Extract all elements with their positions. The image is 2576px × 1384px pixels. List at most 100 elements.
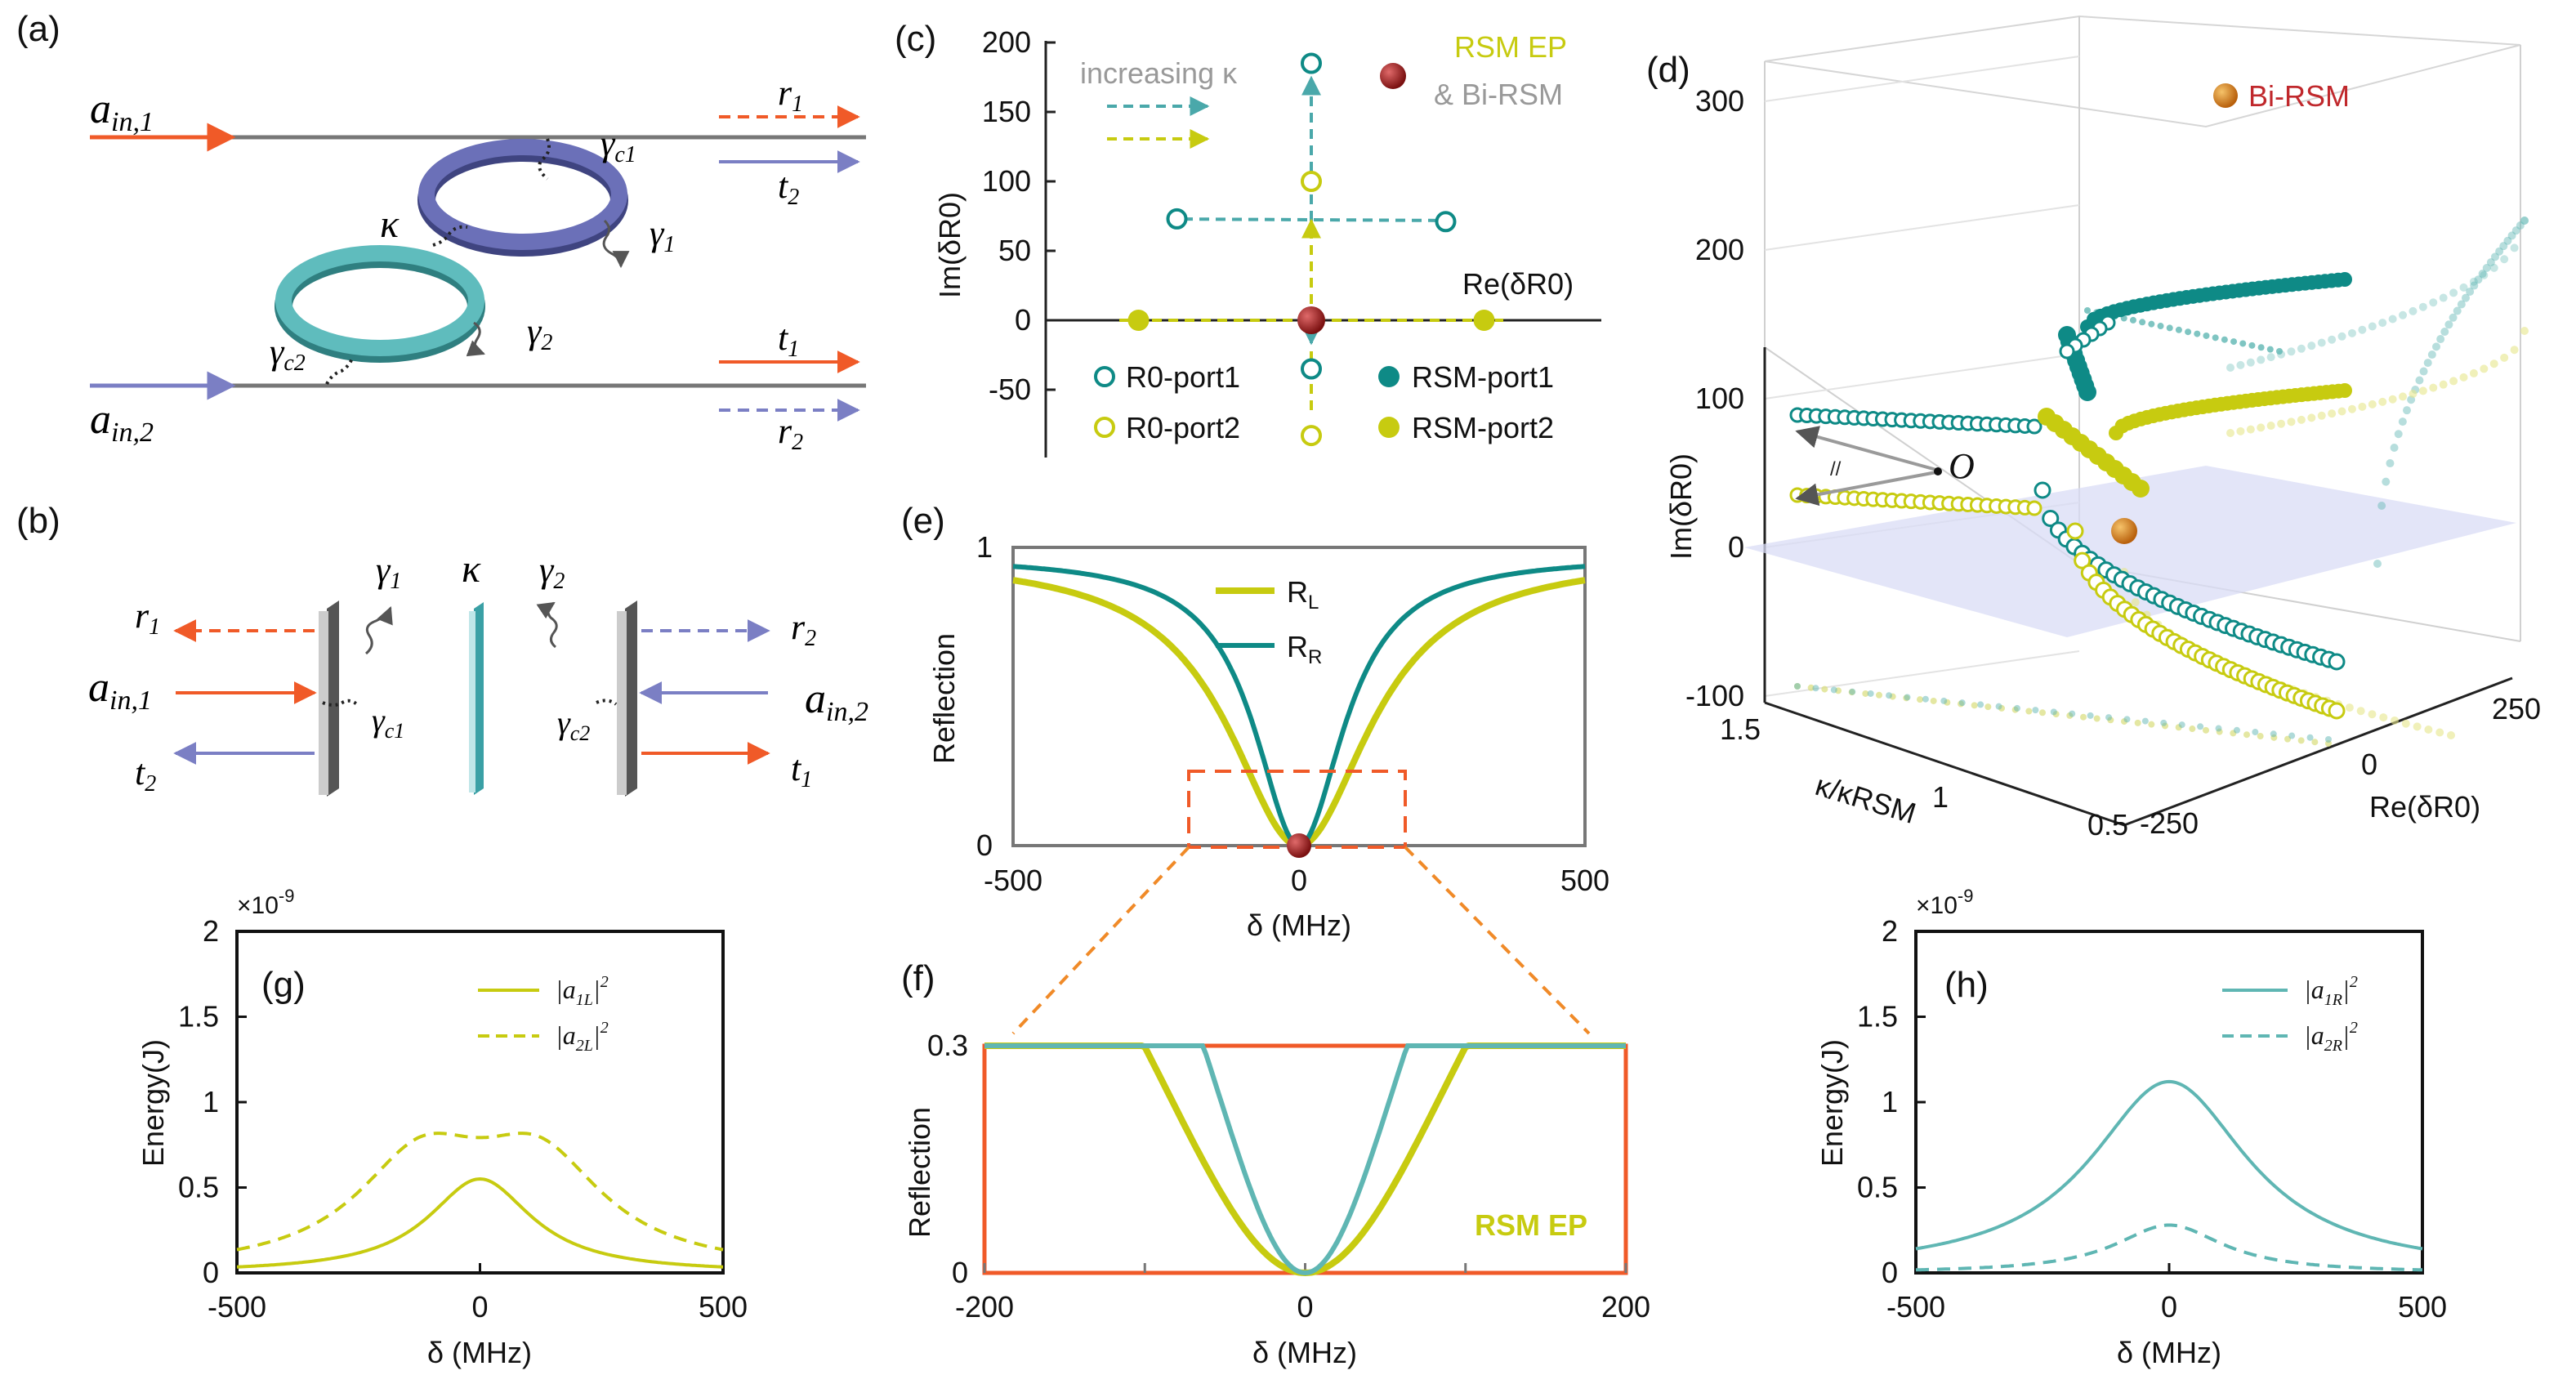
d-bg-teal2 (2246, 358, 2255, 367)
d-floor-teal (1922, 695, 1929, 703)
d-bg-yellow (2236, 426, 2245, 435)
b-loss-1 (364, 606, 393, 655)
d-r0p2-down (2328, 702, 2346, 720)
d-r0p2-down (2074, 551, 2092, 569)
d-floor-teal (2270, 730, 2277, 738)
b-label-gamma-c1: γc1 (372, 702, 404, 743)
b-label-a-in2: ain,2 (805, 676, 868, 727)
label-kappa: κ (380, 203, 400, 246)
d-bg-yellow2 (2435, 728, 2444, 737)
d-bg-teal2 (2418, 302, 2427, 311)
f-ytick-label: 0 (952, 1256, 968, 1289)
d-bg-teal (2427, 350, 2436, 359)
h-ytick-label: 1 (1882, 1085, 1898, 1118)
d-bg-yellow2 (2345, 703, 2354, 712)
g-legend-2-a: a (563, 1020, 576, 1050)
d-floor-teal (1830, 686, 1837, 694)
h-xlabel: δ (MHz) (2117, 1336, 2221, 1369)
c-ytick-label: 150 (982, 95, 1031, 128)
b-label-gamma-c2: γc2 (557, 704, 590, 745)
d-floor-yellow (2025, 708, 2033, 715)
d-bg-teal3 (2157, 323, 2164, 330)
d-floor-teal (1977, 701, 1984, 708)
panel-label-a: (a) (16, 9, 60, 49)
d-bg-teal2 (2297, 344, 2306, 353)
d-bg-yellow (2368, 400, 2377, 409)
d-bg-teal (2516, 221, 2525, 230)
d-floor-yellow (2148, 721, 2155, 728)
d-bg-teal2 (2287, 347, 2296, 356)
c-point-r0-port1 (1301, 358, 1322, 380)
d-bg-teal (2403, 406, 2411, 415)
d-floor-yellow (1971, 702, 1978, 709)
label-t2: t2 (778, 166, 799, 210)
d-bg-teal (2503, 236, 2512, 245)
d-floor-yellow (1821, 685, 1828, 693)
coupling-c1 (538, 138, 551, 181)
d-kappa-tick: 1 (1932, 780, 1949, 814)
d-curves (1789, 217, 2529, 747)
d-bg-teal (2486, 258, 2495, 267)
c-legend-r0p1-marker (1094, 366, 1115, 387)
d-floor-yellow (2093, 715, 2101, 722)
d-bg-teal3 (2257, 344, 2265, 351)
panel-label-f: (f) (901, 958, 935, 998)
d-floor-teal (1995, 703, 2002, 710)
d-floor-teal (2087, 712, 2094, 719)
d-bg-teal3 (2194, 330, 2201, 337)
d-bg-yellow (2449, 377, 2458, 386)
d-bg-yellow (2317, 411, 2326, 420)
mirror-right-face (617, 611, 627, 795)
d-floor-teal (1849, 688, 1856, 695)
d-bg-teal (2507, 231, 2516, 240)
loss-1 (602, 219, 630, 269)
d-floor-yellow (1876, 691, 1882, 699)
d-rsmp2 (2337, 383, 2352, 398)
d-floor-teal (2306, 734, 2314, 741)
d-bi-rsm-marker (2111, 518, 2137, 544)
e-zoom-line-right (1404, 846, 1591, 1035)
d-bg-teal (2436, 335, 2445, 344)
d-floor-yellow (1917, 696, 1923, 703)
d-bg-teal2 (2317, 338, 2326, 347)
d-grid-line (1764, 353, 2080, 400)
e-ytick-label: 0 (976, 828, 993, 862)
e-xlabel: δ (MHz) (1247, 909, 1351, 942)
g-ytick-label: 1.5 (178, 1000, 219, 1034)
c-legend-r0p1: R0-port1 (1126, 360, 1240, 394)
d-bg-teal (2495, 247, 2504, 256)
chart-c: 200 150 100 50 0 -50 Im(δR0) Re(δR0) increasi… (933, 25, 1601, 458)
mirror-left (327, 600, 339, 797)
d-bg-teal2 (2469, 277, 2478, 286)
label-gamma-c2: γc2 (270, 332, 306, 376)
d-vector-2 (1795, 471, 1937, 507)
d-bg-teal3 (2175, 326, 2182, 333)
d-bg-yellow (2257, 423, 2266, 432)
d-bg-teal3 (2212, 334, 2219, 342)
d-bg-yellow (2347, 404, 2356, 413)
d-bg-teal2 (2500, 255, 2509, 264)
d-im-tick: 200 (1695, 233, 1744, 266)
d-ylabel: Im(δR0) (1664, 453, 1698, 560)
d-re-axis (2123, 676, 2513, 827)
d-bg-teal (2444, 320, 2453, 329)
d-bg-teal2 (2266, 353, 2275, 362)
d-re-tick: 0 (2361, 748, 2377, 781)
d-bg-yellow (2480, 364, 2489, 373)
d-floor-teal (2233, 726, 2240, 734)
d-bg-yellow2 (2447, 731, 2455, 739)
d-im-tick: 0 (1728, 530, 1744, 564)
c-ytick-label: 100 (982, 164, 1031, 198)
b-label-t2: t2 (135, 752, 156, 797)
d-floor-teal (2160, 719, 2168, 726)
d-bg-yellow (2399, 392, 2408, 401)
f-xtick-label: 0 (1297, 1290, 1313, 1324)
d-floor-teal (2288, 732, 2296, 739)
d-bg-teal (2499, 242, 2508, 251)
d-bg-teal2 (2409, 306, 2418, 315)
d-bg-teal2 (2358, 325, 2367, 334)
d-origin-dot (1934, 467, 1942, 475)
d-grid-line (1764, 56, 2080, 102)
d-floor-teal (2069, 710, 2076, 717)
